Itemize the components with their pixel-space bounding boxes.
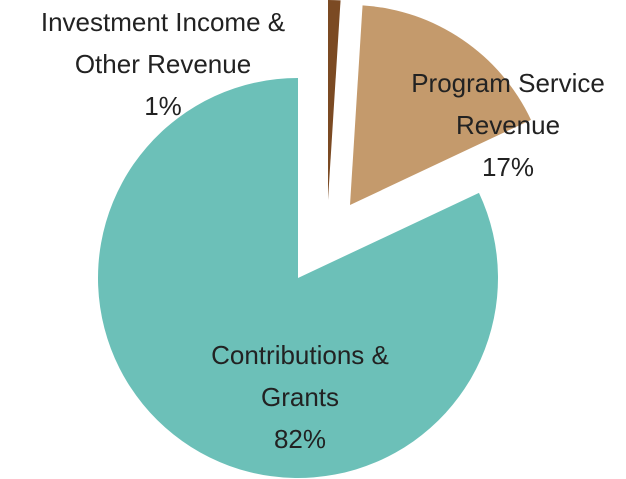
value-label: 82%	[273, 424, 327, 454]
slice-label: Program Service Revenue 17%	[393, 62, 623, 188]
slice-label: Contributions & Grants 82%	[185, 334, 415, 460]
category-label: Investment Income & Other Revenue	[40, 7, 286, 79]
value-label: 1%	[144, 91, 182, 121]
value-label: 17%	[481, 152, 535, 182]
category-label: Program Service Revenue	[411, 68, 605, 140]
pie-slice	[98, 78, 498, 478]
category-label: Contributions & Grants	[211, 340, 389, 412]
pie-slice	[328, 0, 341, 200]
pie-slice	[350, 5, 531, 206]
slice-label: Investment Income & Other Revenue 1%	[8, 1, 318, 127]
